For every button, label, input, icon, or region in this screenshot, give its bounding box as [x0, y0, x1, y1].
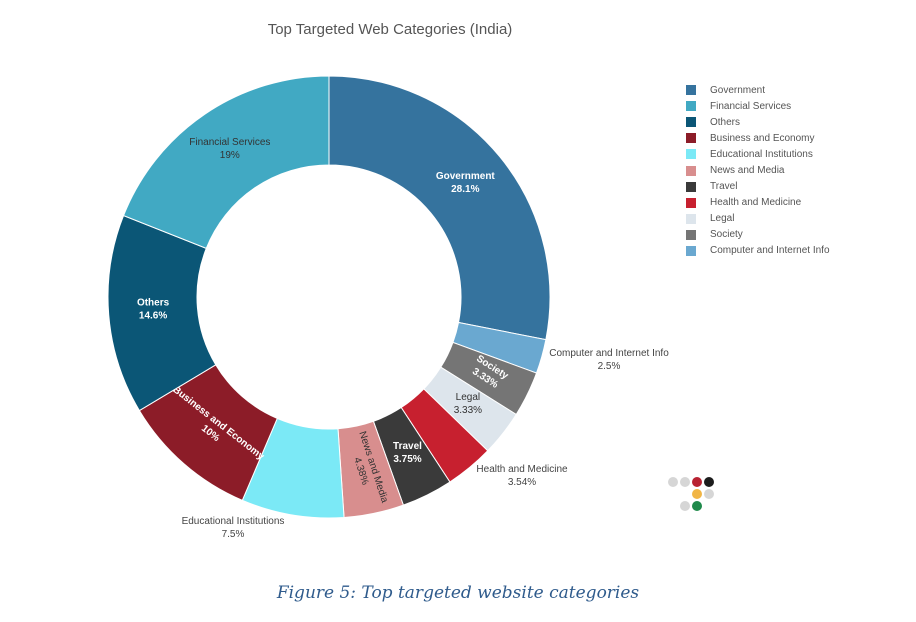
- chart-title: Top Targeted Web Categories (India): [268, 21, 513, 38]
- slice-label-travel: Travel 3.75%: [393, 441, 422, 465]
- slice-label-value: 3.54%: [508, 477, 536, 488]
- legend-item-legal[interactable]: Legal: [686, 211, 830, 227]
- legend-label: Travel: [710, 181, 738, 193]
- slice-label-value: 28.1%: [451, 184, 479, 195]
- legend-swatch: [686, 213, 696, 224]
- slice-label-legal: Legal 3.33%: [454, 392, 482, 416]
- legend-label: Legal: [710, 213, 735, 225]
- slice-label-value: 19%: [220, 150, 240, 161]
- slice-label-value: 14.6%: [139, 310, 167, 321]
- slice-label-name: Government: [436, 171, 496, 182]
- slice-financial-services[interactable]: [122, 75, 330, 250]
- legend-item-society[interactable]: Society: [686, 227, 830, 243]
- slice-label-value: 3.75%: [393, 454, 421, 465]
- legend-swatch: [686, 85, 696, 96]
- slice-label-value: 2.5%: [598, 361, 621, 372]
- legend-item-business-and-economy[interactable]: Business and Economy: [686, 130, 830, 146]
- legend-label: Business and Economy: [710, 132, 815, 144]
- legend-item-educational-institutions[interactable]: Educational Institutions: [686, 146, 830, 162]
- legend-item-computer-and-internet-info[interactable]: Computer and Internet Info: [686, 243, 830, 259]
- legend-swatch: [686, 197, 696, 208]
- logo-dot: [680, 477, 690, 487]
- legend-label: Others: [710, 116, 741, 128]
- legend-label: Society: [710, 229, 743, 241]
- slice-label-government: Government 28.1%: [436, 171, 496, 195]
- legend-item-travel[interactable]: Travel: [686, 179, 830, 195]
- slice-label-name: Legal: [456, 392, 480, 403]
- legend-item-government[interactable]: Government: [686, 82, 830, 98]
- legend-label: News and Media: [710, 165, 785, 177]
- donut-chart: Top Targeted Web Categories (India) Gover…: [107, 21, 669, 540]
- slice-label-health-and-medicine: Health and Medicine 3.54%: [476, 464, 568, 488]
- logo-dot: [704, 477, 714, 487]
- legend-swatch: [686, 181, 696, 192]
- legend-swatch: [686, 165, 696, 176]
- logo-dot: [668, 477, 678, 487]
- slice-label-name: Financial Services: [189, 137, 270, 148]
- legend-label: Financial Services: [710, 100, 792, 112]
- slice-label-value: 3.33%: [454, 405, 482, 416]
- logo-dot: [692, 477, 702, 487]
- slice-label-name: Travel: [393, 441, 422, 452]
- legend-swatch: [686, 133, 696, 144]
- slice-label-name: Computer and Internet Info: [549, 348, 669, 359]
- slice-label-name: Others: [137, 297, 170, 308]
- slice-label-others: Others 14.6%: [137, 297, 170, 321]
- legend-label: Health and Medicine: [710, 197, 802, 209]
- legend-swatch: [686, 117, 696, 128]
- slice-label-financial-services: Financial Services 19%: [189, 137, 270, 161]
- legend-label: Educational Institutions: [710, 148, 813, 160]
- slice-label-name: Health and Medicine: [476, 464, 568, 475]
- chart-legend: Government Financial Services Others Busine…: [686, 82, 830, 259]
- legend-swatch: [686, 101, 696, 112]
- logo-dot: [692, 501, 702, 511]
- legend-item-others[interactable]: Others: [686, 114, 830, 130]
- logo-dot: [680, 501, 690, 511]
- logo-dot: [692, 489, 702, 499]
- legend-item-news-and-media[interactable]: News and Media: [686, 162, 830, 178]
- legend-swatch: [686, 149, 696, 160]
- figure-caption: Figure 5: Top targeted website categorie…: [276, 583, 640, 603]
- slice-government[interactable]: [328, 75, 551, 341]
- legend-swatch: [686, 229, 696, 240]
- slice-label-name: Educational Institutions: [182, 516, 285, 527]
- slice-label-value: 7.5%: [222, 529, 245, 540]
- legend-swatch: [686, 245, 696, 256]
- slice-label-computer-and-internet-info: Computer and Internet Info 2.5%: [549, 348, 669, 372]
- legend-label: Computer and Internet Info: [710, 245, 830, 257]
- legend-item-health-and-medicine[interactable]: Health and Medicine: [686, 195, 830, 211]
- logo-dots: [668, 477, 718, 517]
- legend-item-financial-services[interactable]: Financial Services: [686, 98, 830, 114]
- slice-label-educational-institutions: Educational Institutions 7.5%: [182, 516, 285, 540]
- legend-label: Government: [710, 84, 766, 96]
- logo-dot: [704, 489, 714, 499]
